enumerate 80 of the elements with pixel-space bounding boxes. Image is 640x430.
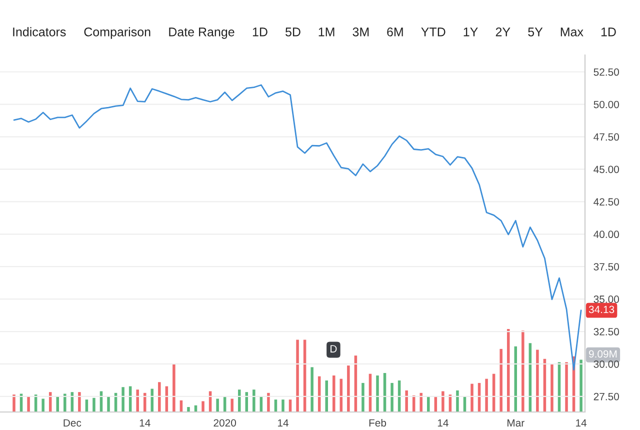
y-tick-label: 52.50 <box>594 68 619 76</box>
text: Max <box>560 28 584 36</box>
bar <box>536 350 539 412</box>
bar <box>347 366 350 412</box>
bar <box>390 382 394 412</box>
bar <box>78 392 81 412</box>
bar <box>64 394 66 412</box>
bar <box>376 375 379 412</box>
bar <box>136 390 139 412</box>
bar <box>187 407 190 412</box>
bar <box>456 390 459 412</box>
y-tick-label: 35.00 <box>594 296 619 303</box>
text: 3M <box>352 28 369 36</box>
bar <box>332 375 336 412</box>
bar <box>405 390 408 412</box>
text: 1M <box>318 28 334 36</box>
bar <box>267 392 270 412</box>
text: Indicators <box>13 27 66 36</box>
bar <box>485 378 488 412</box>
bar <box>550 364 554 412</box>
bar <box>310 367 314 412</box>
x-tick-label: Mar <box>508 419 524 427</box>
bar <box>252 390 256 412</box>
y-tick-label: 42.50 <box>594 198 619 206</box>
bar <box>238 390 241 412</box>
text: Date Range <box>169 28 234 39</box>
bar <box>514 346 518 412</box>
text: 6M <box>387 28 403 36</box>
bar <box>580 360 582 412</box>
bar <box>150 388 154 412</box>
x-tick-label: 14 <box>278 419 288 426</box>
annotation: D <box>330 345 337 352</box>
bar <box>362 382 364 412</box>
bar <box>420 392 422 412</box>
bar <box>42 398 44 412</box>
bar <box>107 396 110 412</box>
bar <box>12 394 16 412</box>
text: 2Y <box>496 28 510 36</box>
text: YTD <box>421 28 446 36</box>
annotation: 34.13 <box>588 306 614 314</box>
bar <box>470 384 474 412</box>
text: 1Y <box>464 28 478 36</box>
x-tick-label: 2020 <box>214 419 236 427</box>
text: 9.09M <box>589 350 617 358</box>
bar <box>427 397 430 412</box>
bar <box>565 362 568 412</box>
bar <box>325 380 328 412</box>
text: Comparison <box>84 27 150 39</box>
bar <box>296 340 299 412</box>
y-tick-label: 47.50 <box>594 133 619 141</box>
bar <box>500 348 502 412</box>
y-tick-label: 37.50 <box>594 263 619 270</box>
x-tick-label: 14 <box>576 419 587 426</box>
bar <box>27 396 30 412</box>
bar <box>172 364 176 412</box>
y-tick-label: 27.50 <box>594 392 619 400</box>
bar <box>282 400 284 412</box>
x-tick-label: 14 <box>140 419 150 426</box>
line-series <box>13 84 582 371</box>
bar <box>122 387 124 412</box>
text: 5Y <box>528 28 543 36</box>
x-tick-label: Feb <box>369 418 386 427</box>
bar <box>56 396 59 412</box>
x-tick-label: Dec <box>64 419 82 427</box>
y-tick-label: 40.00 <box>594 230 619 238</box>
y-tick-label: 50.00 <box>594 100 619 108</box>
bar <box>202 401 204 412</box>
text: 1D <box>252 28 268 36</box>
y-tick-label: 32.50 <box>594 328 619 336</box>
text: 5D <box>286 28 300 36</box>
bar <box>158 382 161 412</box>
text: 1D <box>601 28 616 36</box>
bar <box>92 398 96 412</box>
bar <box>522 330 524 412</box>
bar <box>442 391 444 412</box>
bar <box>230 398 234 412</box>
x-tick-label: 14 <box>438 419 448 426</box>
y-tick-label: 45.00 <box>594 166 619 174</box>
y-tick-label: 30.00 <box>594 360 619 368</box>
bar <box>216 398 219 412</box>
